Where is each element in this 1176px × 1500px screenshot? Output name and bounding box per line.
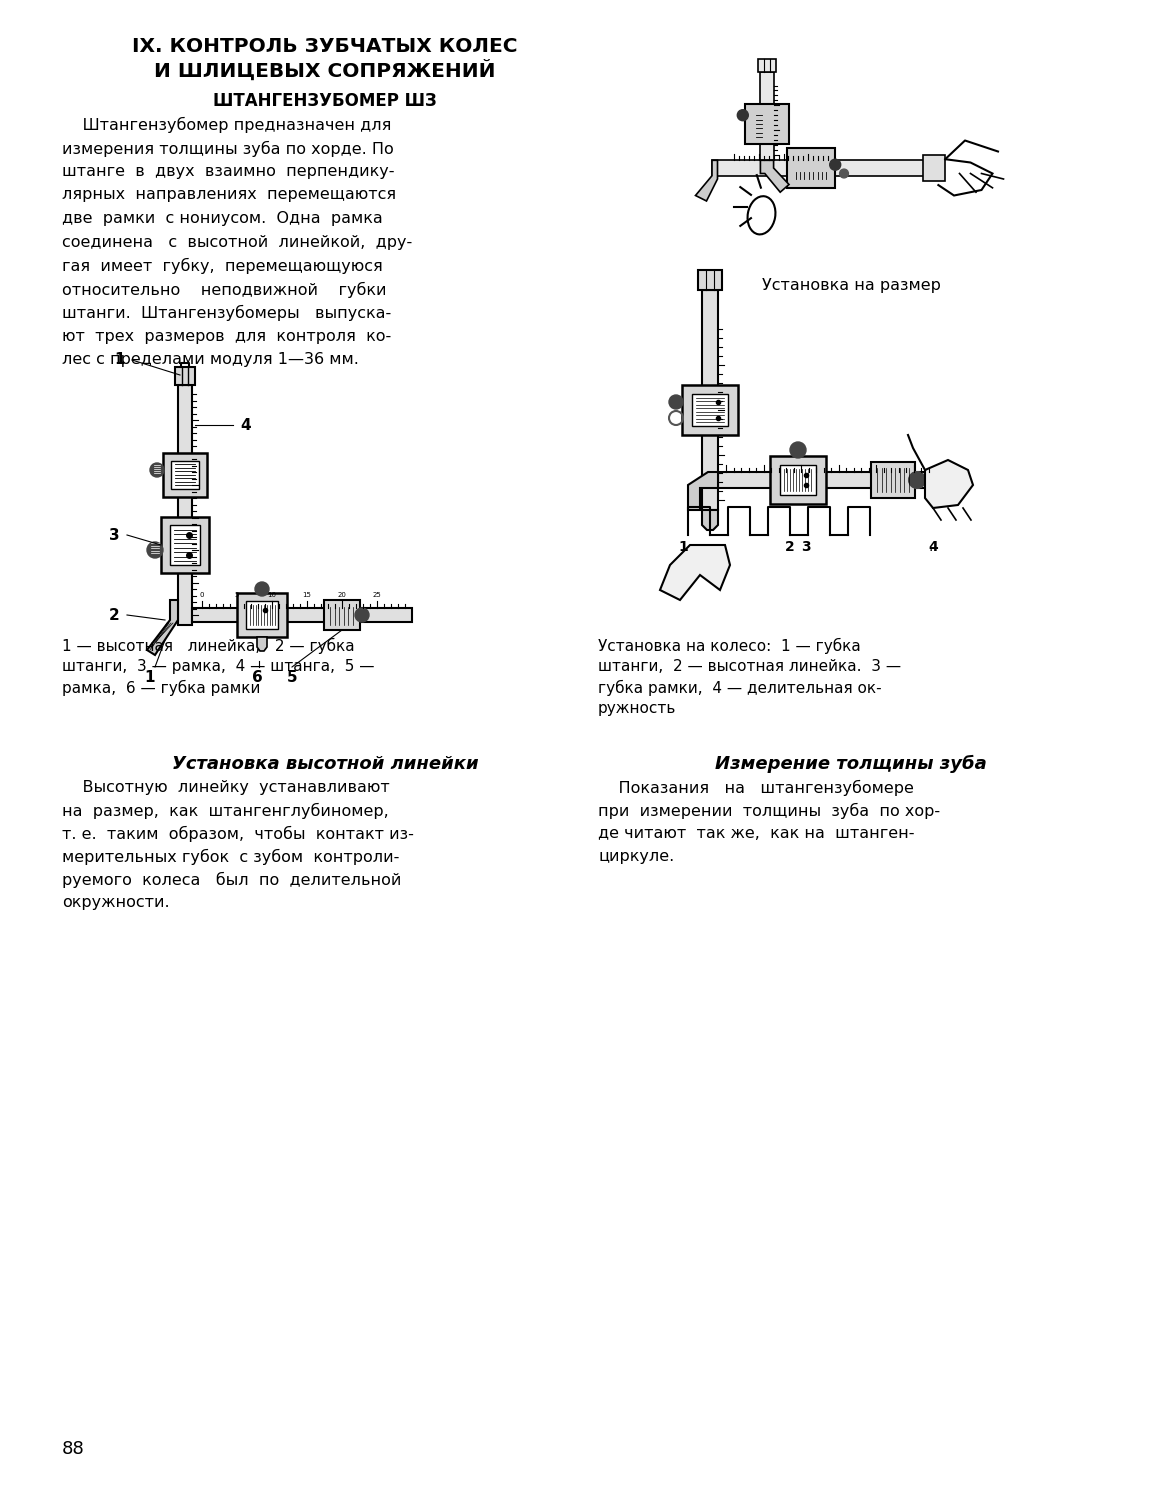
Text: IX. КОНТРОЛЬ ЗУБЧАТЫХ КОЛЕС: IX. КОНТРОЛЬ ЗУБЧАТЫХ КОЛЕС: [132, 38, 517, 56]
Bar: [923, 154, 946, 182]
Text: ШТАНГЕНЗУБОМЕР ШЗ: ШТАНГЕНЗУБОМЕР ШЗ: [213, 92, 436, 110]
Text: 3: 3: [109, 528, 120, 543]
Bar: [699, 270, 722, 290]
FancyBboxPatch shape: [871, 462, 915, 498]
Bar: [711, 160, 933, 176]
Text: т. е.  таким  образом,  чтобы  контакт из-: т. е. таким образом, чтобы контакт из-: [62, 827, 414, 842]
Text: 1: 1: [145, 670, 155, 686]
Text: при  измерении  толщины  зуба  по хор-: при измерении толщины зуба по хор-: [599, 802, 940, 819]
Text: 5: 5: [287, 670, 298, 686]
Text: 1: 1: [679, 540, 688, 554]
Text: 4: 4: [928, 540, 938, 554]
Text: штанги,  3 — рамка,  4 — штанга,  5 —: штанги, 3 — рамка, 4 — штанга, 5 —: [62, 658, 374, 674]
Bar: [719, 472, 948, 488]
Circle shape: [255, 582, 269, 596]
Text: де читают  так же,  как на  штанген-: де читают так же, как на штанген-: [599, 827, 915, 842]
FancyBboxPatch shape: [325, 600, 360, 630]
FancyBboxPatch shape: [770, 456, 826, 504]
Text: штанги.  Штангензубомеры   выпуска-: штанги. Штангензубомеры выпуска-: [62, 304, 392, 321]
Text: лес с пределами модуля 1—36 мм.: лес с пределами модуля 1—36 мм.: [62, 352, 359, 368]
Text: Штангензубомер предназначен для: Штангензубомер предназначен для: [62, 117, 392, 134]
FancyBboxPatch shape: [746, 104, 789, 144]
Circle shape: [147, 542, 163, 558]
Polygon shape: [660, 544, 730, 600]
Text: Измерение толщины зуба: Измерение толщины зуба: [715, 754, 987, 772]
Text: ют  трех  размеров  для  контроля  ко-: ют трех размеров для контроля ко-: [62, 328, 392, 344]
Polygon shape: [258, 638, 267, 651]
Bar: [780, 465, 816, 495]
FancyBboxPatch shape: [682, 386, 739, 435]
Text: Установка на колесо:  1 — губка: Установка на колесо: 1 — губка: [599, 638, 861, 654]
Bar: [192, 608, 412, 622]
Text: Высотную  линейку  устанавливают: Высотную линейку устанавливают: [62, 780, 389, 795]
Bar: [175, 368, 195, 386]
Bar: [761, 72, 774, 160]
Circle shape: [790, 442, 806, 458]
Text: 2: 2: [786, 540, 795, 554]
Text: губка рамки,  4 — делительная ок-: губка рамки, 4 — делительная ок-: [599, 680, 882, 696]
Bar: [246, 602, 278, 628]
Text: Показания   на   штангензубомере: Показания на штангензубомере: [599, 780, 914, 796]
Polygon shape: [926, 460, 973, 509]
Text: лярных  направлениях  перемещаются: лярных направлениях перемещаются: [62, 188, 396, 202]
FancyBboxPatch shape: [163, 453, 207, 497]
Text: рамка,  6 — губка рамки: рамка, 6 — губка рамки: [62, 680, 260, 696]
Circle shape: [830, 159, 841, 170]
Circle shape: [669, 394, 683, 410]
Text: относительно    неподвижной    губки: относительно неподвижной губки: [62, 282, 387, 297]
Text: Установка высотной линейки: Установка высотной линейки: [172, 754, 479, 772]
Text: 88: 88: [62, 1440, 85, 1458]
Bar: [178, 386, 192, 626]
Polygon shape: [688, 472, 719, 510]
FancyBboxPatch shape: [161, 518, 209, 573]
Text: измерения толщины зуба по хорде. По: измерения толщины зуба по хорде. По: [62, 141, 394, 156]
Bar: [691, 394, 728, 426]
FancyBboxPatch shape: [238, 592, 287, 638]
Circle shape: [909, 472, 926, 488]
Text: штанги,  2 — высотная линейка.  3 —: штанги, 2 — высотная линейка. 3 —: [599, 658, 901, 674]
Text: 20: 20: [338, 592, 347, 598]
Polygon shape: [761, 160, 789, 192]
Text: И ШЛИЦЕВЫХ СОПРЯЖЕНИЙ: И ШЛИЦЕВЫХ СОПРЯЖЕНИЙ: [154, 60, 496, 81]
Polygon shape: [695, 160, 717, 201]
Text: 1: 1: [114, 352, 125, 368]
Polygon shape: [147, 600, 178, 656]
FancyBboxPatch shape: [787, 148, 835, 188]
Circle shape: [355, 608, 369, 622]
Text: .: .: [929, 540, 934, 554]
Circle shape: [151, 464, 163, 477]
Text: соединена   с  высотной  линейкой,  дру-: соединена с высотной линейкой, дру-: [62, 234, 413, 249]
Text: 1 — высотная   линейка,   2 — губка: 1 — высотная линейка, 2 — губка: [62, 638, 355, 654]
Text: 15: 15: [302, 592, 312, 598]
Text: гая  имеет  губку,  перемещающуюся: гая имеет губку, перемещающуюся: [62, 258, 382, 274]
Text: 5: 5: [235, 592, 239, 598]
Polygon shape: [702, 510, 719, 530]
Text: 3: 3: [801, 540, 810, 554]
Circle shape: [840, 170, 848, 178]
Text: руемого  колеса   был  по  делительной: руемого колеса был по делительной: [62, 871, 401, 888]
Text: штанге  в  двух  взаимно  перпендику-: штанге в двух взаимно перпендику-: [62, 164, 394, 178]
Text: ружность: ружность: [599, 700, 676, 715]
Text: две  рамки  с нониусом.  Одна  рамка: две рамки с нониусом. Одна рамка: [62, 211, 382, 226]
Circle shape: [737, 110, 748, 120]
Text: Установка на размер: Установка на размер: [762, 278, 941, 292]
Text: 6: 6: [252, 670, 262, 686]
Bar: [171, 525, 200, 566]
Text: на  размер,  как  штангенглубиномер,: на размер, как штангенглубиномер,: [62, 802, 389, 819]
Text: мерительных губок  с зубом  контроли-: мерительных губок с зубом контроли-: [62, 849, 400, 865]
Text: циркуле.: циркуле.: [599, 849, 674, 864]
Text: окружности.: окружности.: [62, 896, 169, 910]
Text: 2: 2: [109, 608, 120, 622]
Text: 4: 4: [240, 417, 250, 432]
Text: 25: 25: [373, 592, 381, 598]
Text: 0: 0: [200, 592, 205, 598]
Bar: [702, 290, 719, 510]
Bar: [171, 460, 199, 489]
Text: 10: 10: [267, 592, 276, 598]
Bar: [759, 58, 776, 72]
